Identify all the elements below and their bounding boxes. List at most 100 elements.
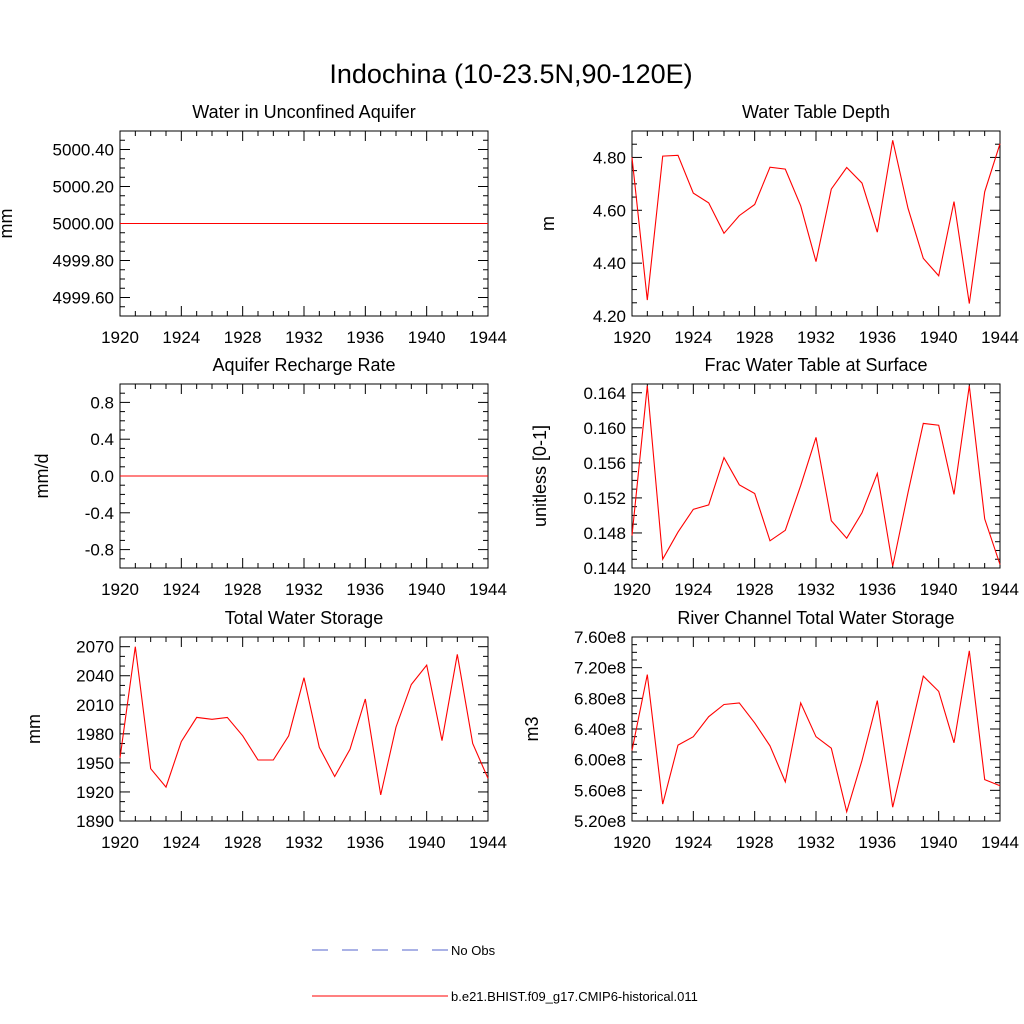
x-tick-label: 1944: [981, 328, 1019, 347]
y-tick-label: 6.00e8: [574, 751, 626, 770]
x-tick-label: 1928: [736, 580, 774, 599]
plot-frame: [631, 383, 1001, 569]
panel-title: Water Table Depth: [742, 102, 890, 122]
y-tick-label: 7.60e8: [574, 628, 626, 647]
x-tick-label: 1944: [981, 580, 1019, 599]
y-tick-label: 0.8: [90, 393, 114, 412]
y-tick-label: 1980: [76, 725, 114, 744]
x-tick-label: 1944: [981, 833, 1019, 852]
y-tick-label: 0.152: [583, 489, 626, 508]
y-tick-label: 0.148: [583, 524, 626, 543]
x-tick-label: 1924: [674, 328, 712, 347]
plot-frame: [631, 130, 1001, 317]
page-title: Indochina (10-23.5N,90-120E): [329, 59, 692, 89]
y-tick-label: 5000.00: [53, 215, 114, 234]
x-tick-label: 1940: [920, 328, 958, 347]
y-tick-label: 2010: [76, 696, 114, 715]
y-tick-label: 7.20e8: [574, 659, 626, 678]
x-tick-label: 1924: [674, 580, 712, 599]
y-tick-label: 0.4: [90, 430, 114, 449]
y-axis-label: unitless [0-1]: [530, 425, 550, 527]
x-tick-label: 1932: [285, 580, 323, 599]
x-tick-label: 1940: [408, 833, 446, 852]
x-tick-label: 1936: [346, 580, 384, 599]
x-tick-label: 1932: [797, 833, 835, 852]
x-tick-label: 1928: [736, 833, 774, 852]
y-tick-label: 0.0: [90, 467, 114, 486]
panel-title: Total Water Storage: [225, 608, 383, 628]
x-tick-label: 1932: [797, 328, 835, 347]
x-tick-label: 1940: [408, 328, 446, 347]
plot-frame: [119, 636, 489, 822]
y-tick-label: 4999.60: [53, 289, 114, 308]
y-tick-label: 5.60e8: [574, 781, 626, 800]
x-tick-label: 1936: [346, 328, 384, 347]
x-tick-label: 1940: [920, 833, 958, 852]
y-tick-label: 0.164: [583, 384, 626, 403]
y-tick-label: 1890: [76, 812, 114, 831]
chart-panel: 1920 1924 1928 1932 1936 1940 1944 1890 1920 1950…: [24, 608, 507, 852]
x-tick-label: 1936: [858, 580, 896, 599]
y-tick-label: 1950: [76, 754, 114, 773]
series-line: [119, 646, 489, 796]
chart-panel: 1920 1924 1928 1932 1936 1940 1944 4999.60 4999.…: [0, 102, 507, 347]
x-tick-label: 1936: [858, 328, 896, 347]
y-axis-label: mm: [24, 714, 44, 744]
x-tick-label: 1936: [346, 833, 384, 852]
x-tick-label: 1924: [162, 833, 200, 852]
x-tick-label: 1928: [224, 580, 262, 599]
chart-panel: 1920 1924 1928 1932 1936 1940 1944 0.144 0.148 0.…: [530, 355, 1019, 599]
y-tick-label: 5.20e8: [574, 812, 626, 831]
x-tick-label: 1920: [613, 580, 651, 599]
x-tick-label: 1928: [224, 833, 262, 852]
chart-panels: 1920 1924 1928 1932 1936 1940 1944 4999.60 4999.…: [0, 102, 1019, 852]
series-line: [631, 140, 1001, 304]
y-tick-label: -0.4: [85, 504, 114, 523]
x-tick-label: 1920: [613, 328, 651, 347]
x-tick-label: 1932: [285, 833, 323, 852]
x-tick-label: 1924: [162, 580, 200, 599]
x-tick-label: 1932: [285, 328, 323, 347]
series-line: [631, 650, 1001, 814]
x-tick-label: 1936: [858, 833, 896, 852]
y-tick-label: 4.40: [593, 254, 626, 273]
panel-title: Water in Unconfined Aquifer: [192, 102, 415, 122]
y-tick-label: 2040: [76, 667, 114, 686]
x-tick-label: 1920: [613, 833, 651, 852]
y-tick-label: 4.20: [593, 307, 626, 326]
x-tick-label: 1920: [101, 833, 139, 852]
legend-model-label: b.e21.BHIST.f09_g17.CMIP6-historical.011: [451, 989, 698, 1004]
plot-frame: [631, 636, 1001, 822]
y-axis-label: m: [538, 216, 558, 231]
x-tick-label: 1928: [736, 328, 774, 347]
y-tick-label: 6.80e8: [574, 689, 626, 708]
legend-obs-label: No Obs: [451, 943, 496, 958]
y-tick-label: 4.60: [593, 201, 626, 220]
x-tick-label: 1944: [469, 833, 507, 852]
chart-panel: 1920 1924 1928 1932 1936 1940 1944 4.20 4.40 4.60…: [538, 102, 1019, 347]
x-tick-label: 1944: [469, 328, 507, 347]
y-tick-label: 5000.20: [53, 178, 114, 197]
x-tick-label: 1940: [920, 580, 958, 599]
y-axis-label: mm/d: [32, 454, 52, 499]
y-tick-label: 2070: [76, 638, 114, 657]
x-tick-label: 1928: [224, 328, 262, 347]
x-tick-label: 1924: [674, 833, 712, 852]
y-tick-label: -0.8: [85, 541, 114, 560]
y-axis-label: m3: [522, 716, 542, 741]
y-tick-label: 5000.40: [53, 141, 114, 160]
y-tick-label: 1920: [76, 783, 114, 802]
x-tick-label: 1920: [101, 580, 139, 599]
x-tick-label: 1920: [101, 328, 139, 347]
chart-panel: 1920 1924 1928 1932 1936 1940 1944 -0.8 -0.4 0.0 0…: [32, 355, 507, 599]
x-tick-label: 1940: [408, 580, 446, 599]
y-axis-label: mm: [0, 209, 16, 239]
y-tick-label: 4999.80: [53, 252, 114, 271]
y-tick-label: 0.144: [583, 559, 626, 578]
x-tick-label: 1944: [469, 580, 507, 599]
x-tick-label: 1924: [162, 328, 200, 347]
y-tick-label: 0.156: [583, 454, 626, 473]
x-tick-label: 1932: [797, 580, 835, 599]
panel-title: Frac Water Table at Surface: [704, 355, 927, 375]
